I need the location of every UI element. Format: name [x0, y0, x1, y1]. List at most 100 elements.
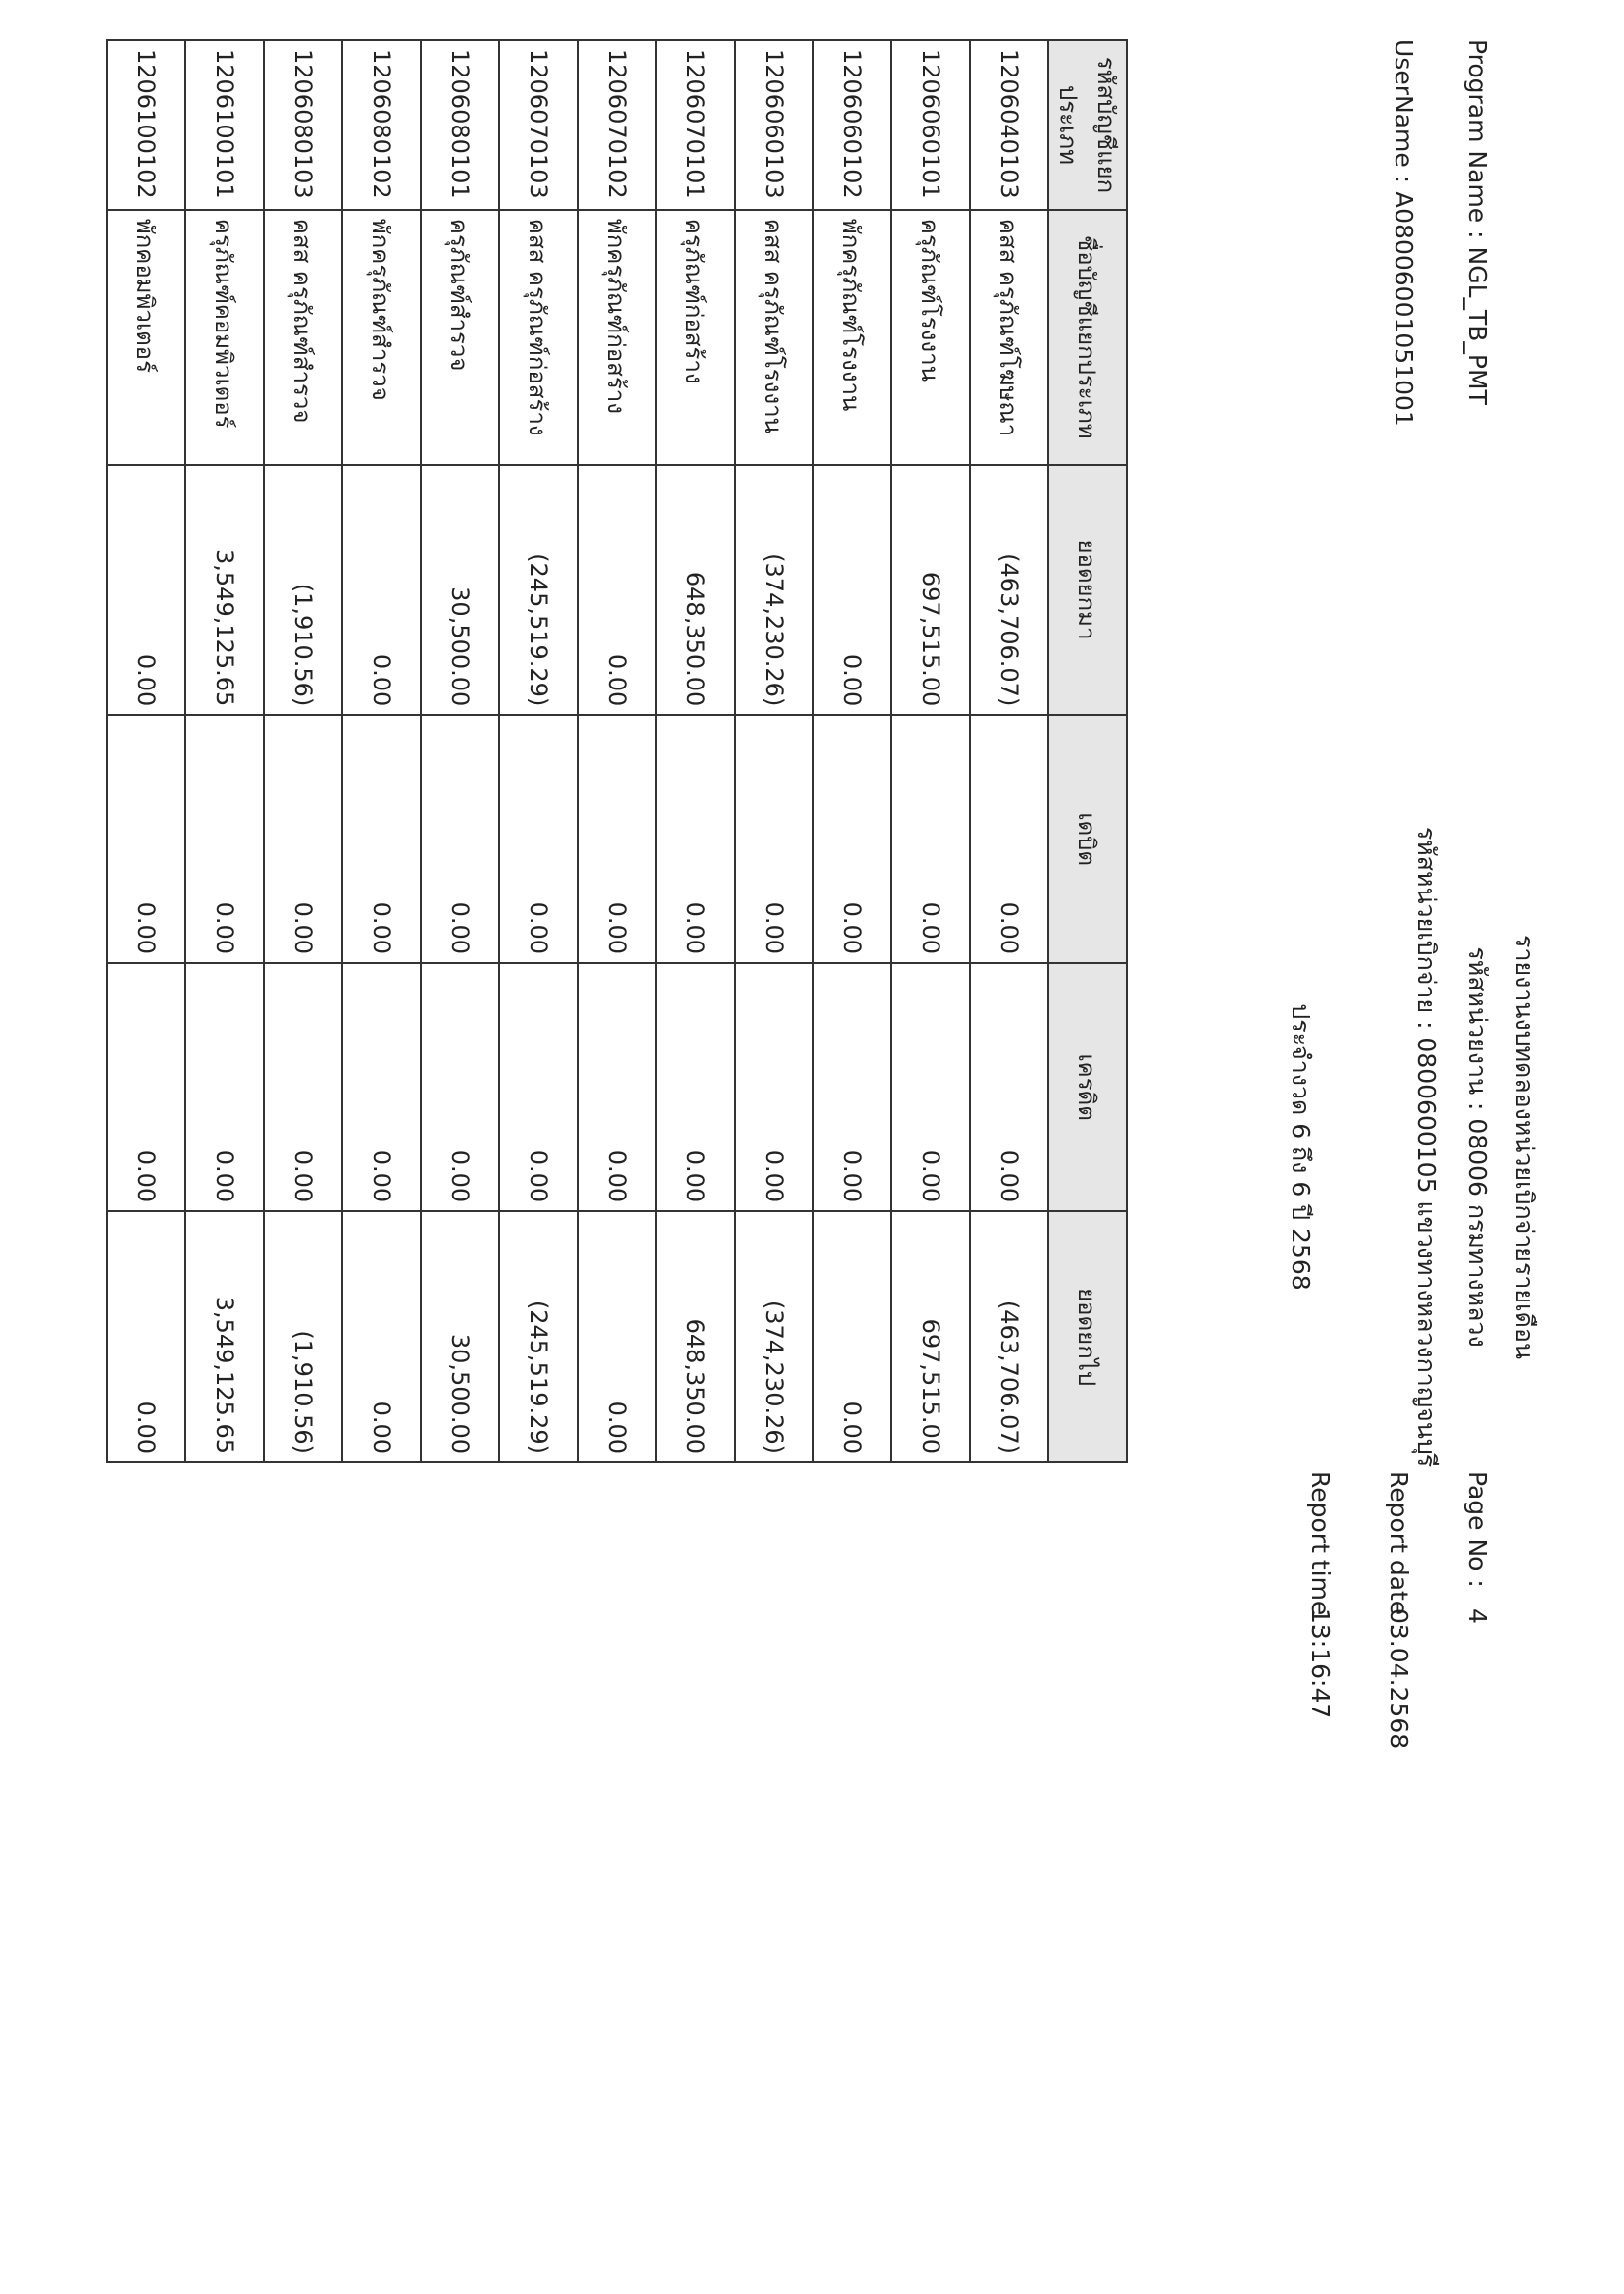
- cell-account-name: ครุภัณฑ์สำรวจ: [421, 209, 499, 465]
- table-row: 1206070102 พักครุภัณฑ์ก่อสร้าง 0.00 0.00 0.0…: [578, 40, 656, 1462]
- cell-credit: 0.00: [342, 963, 421, 1212]
- cell-account-code: 1206080103: [264, 40, 342, 210]
- cell-account-code: 1206100101: [185, 40, 264, 210]
- cell-account-name: ครุภัณฑ์ก่อสร้าง: [656, 209, 735, 465]
- cell-opening-balance: 0.00: [107, 464, 185, 716]
- cell-opening-balance: 0.00: [578, 464, 656, 716]
- cell-account-name: ครุภัณฑ์คอมพิวเตอร์: [185, 209, 264, 465]
- cell-account-code: 1206060102: [813, 40, 891, 210]
- cell-opening-balance: 0.00: [342, 464, 421, 716]
- column-header-closing-balance: ยอดยกไป: [1048, 1211, 1127, 1462]
- cell-closing-balance: 0.00: [813, 1211, 891, 1462]
- cell-account-name: ครุภัณฑ์โรงงาน: [891, 209, 970, 465]
- period-line: ประจำงวด 6 ถึง 6 ปี 2568: [1287, 1003, 1315, 1291]
- column-header-credit: เครดิต: [1048, 963, 1127, 1212]
- table-row: 1206080103 คสส ครุภัณฑ์สำรวจ (1,910.56) 0.0…: [264, 40, 342, 1462]
- cell-credit: 0.00: [421, 963, 499, 1212]
- cell-debit: 0.00: [891, 715, 970, 964]
- column-header-account-code: รหัสบัญชีแยกประเภท: [1048, 40, 1127, 210]
- cell-account-name: พักคอมพิวเตอร์: [107, 209, 185, 465]
- cell-credit: 0.00: [656, 963, 735, 1212]
- cell-debit: 0.00: [185, 715, 264, 964]
- cell-closing-balance: 3,549,125.65: [185, 1211, 264, 1462]
- cell-debit: 0.00: [499, 715, 578, 964]
- cell-closing-balance: 30,500.00: [421, 1211, 499, 1462]
- column-header-debit: เดบิต: [1048, 715, 1127, 964]
- cell-debit: 0.00: [970, 715, 1048, 964]
- cell-debit: 0.00: [264, 715, 342, 964]
- cell-credit: 0.00: [264, 963, 342, 1212]
- cell-closing-balance: (463,706.07): [970, 1211, 1048, 1462]
- cell-credit: 0.00: [499, 963, 578, 1212]
- cell-account-code: 1206070102: [578, 40, 656, 210]
- table-row: 1206060101 ครุภัณฑ์โรงงาน 697,515.00 0.00 0.…: [891, 40, 970, 1462]
- cell-account-name: คสส ครุภัณฑ์ก่อสร้าง: [499, 209, 578, 465]
- cell-opening-balance: (245,519.29): [499, 464, 578, 716]
- column-header-account-name: ชื่อบัญชีแยกประเภท: [1048, 209, 1127, 465]
- cell-credit: 0.00: [891, 963, 970, 1212]
- program-name: Program Name : NGL_TB_PMT: [1463, 39, 1492, 405]
- cell-credit: 0.00: [735, 963, 813, 1212]
- cell-account-code: 1206040103: [970, 40, 1048, 210]
- cell-opening-balance: (374,230.26): [735, 464, 813, 716]
- cell-credit: 0.00: [107, 963, 185, 1212]
- trial-balance-table: รหัสบัญชีแยกประเภท ชื่อบัญชีแยกประเภท ยอดย…: [106, 39, 1128, 1463]
- cell-account-name: พักครุภัณฑ์โรงงาน: [813, 209, 891, 465]
- table-row: 1206080102 พักครุภัณฑ์สำรวจ 0.00 0.00 0.00 0.…: [342, 40, 421, 1462]
- cell-account-name: คสส ครุภัณฑ์โรงงาน: [735, 209, 813, 465]
- cell-account-name: คสส ครุภัณฑ์โฆษณา: [970, 209, 1048, 465]
- cell-account-code: 1206070103: [499, 40, 578, 210]
- table-row: 1206060102 พักครุภัณฑ์โรงงาน 0.00 0.00 0.00 0…: [813, 40, 891, 1462]
- cell-debit: 0.00: [342, 715, 421, 964]
- report-date: 03.04.2568: [1385, 1608, 1413, 1750]
- cell-closing-balance: (374,230.26): [735, 1211, 813, 1462]
- cell-credit: 0.00: [185, 963, 264, 1212]
- table-row: 1206040103 คสส ครุภัณฑ์โฆษณา (463,706.07) 0…: [970, 40, 1048, 1462]
- page-no: 4: [1463, 1608, 1492, 1624]
- cell-closing-balance: 0.00: [107, 1211, 185, 1462]
- cell-credit: 0.00: [813, 963, 891, 1212]
- table-row: 1206100102 พักคอมพิวเตอร์ 0.00 0.00 0.00 0.00: [107, 40, 185, 1462]
- cell-opening-balance: 648,350.00: [656, 464, 735, 716]
- cell-debit: 0.00: [421, 715, 499, 964]
- cell-debit: 0.00: [578, 715, 656, 964]
- cell-opening-balance: (1,910.56): [264, 464, 342, 716]
- report-title: รายงานงบทดลองหน่วยเบิกจ่ายรายเดือน: [1510, 935, 1539, 1359]
- cell-closing-balance: (245,519.29): [499, 1211, 578, 1462]
- cell-debit: 0.00: [656, 715, 735, 964]
- cell-opening-balance: 697,515.00: [891, 464, 970, 716]
- cell-opening-balance: 3,549,125.65: [185, 464, 264, 716]
- cell-closing-balance: 0.00: [578, 1211, 656, 1462]
- cell-closing-balance: 648,350.00: [656, 1211, 735, 1462]
- report-time: 13:16:47: [1306, 1608, 1335, 1719]
- table-row: 1206080101 ครุภัณฑ์สำรวจ 30,500.00 0.00 0.00…: [421, 40, 499, 1462]
- user-name: UserName : A0800600105100‌1: [1390, 39, 1418, 427]
- cell-account-name: คสส ครุภัณฑ์สำรวจ: [264, 209, 342, 465]
- cell-account-code: 1206080101: [421, 40, 499, 210]
- table-row: 1206070103 คสส ครุภัณฑ์ก่อสร้าง (245,519.2…: [499, 40, 578, 1462]
- cell-account-code: 1206100102: [107, 40, 185, 210]
- column-header-opening-balance: ยอดยกมา: [1048, 464, 1127, 716]
- cell-closing-balance: 0.00: [342, 1211, 421, 1462]
- cell-account-code: 1206070101: [656, 40, 735, 210]
- cell-opening-balance: 0.00: [813, 464, 891, 716]
- cell-closing-balance: 697,515.00: [891, 1211, 970, 1462]
- table-row: 1206070101 ครุภัณฑ์ก่อสร้าง 648,350.00 0.00…: [656, 40, 735, 1462]
- cell-credit: 0.00: [970, 963, 1048, 1212]
- cell-closing-balance: (1,910.56): [264, 1211, 342, 1462]
- cell-credit: 0.00: [578, 963, 656, 1212]
- page-no-label: Page No :: [1463, 1471, 1492, 1588]
- cell-account-name: พักครุภัณฑ์สำรวจ: [342, 209, 421, 465]
- table-row: 1206060103 คสส ครุภัณฑ์โรงงาน (374,230.26)…: [735, 40, 813, 1462]
- cell-account-name: พักครุภัณฑ์ก่อสร้าง: [578, 209, 656, 465]
- cell-account-code: 1206080102: [342, 40, 421, 210]
- cell-debit: 0.00: [813, 715, 891, 964]
- cell-account-code: 1206060101: [891, 40, 970, 210]
- cell-account-code: 1206060103: [735, 40, 813, 210]
- cell-opening-balance: (463,706.07): [970, 464, 1048, 716]
- cell-debit: 0.00: [107, 715, 185, 964]
- table-row: 1206100101 ครุภัณฑ์คอมพิวเตอร์ 3,549,125.6…: [185, 40, 264, 1462]
- cell-opening-balance: 30,500.00: [421, 464, 499, 716]
- cell-debit: 0.00: [735, 715, 813, 964]
